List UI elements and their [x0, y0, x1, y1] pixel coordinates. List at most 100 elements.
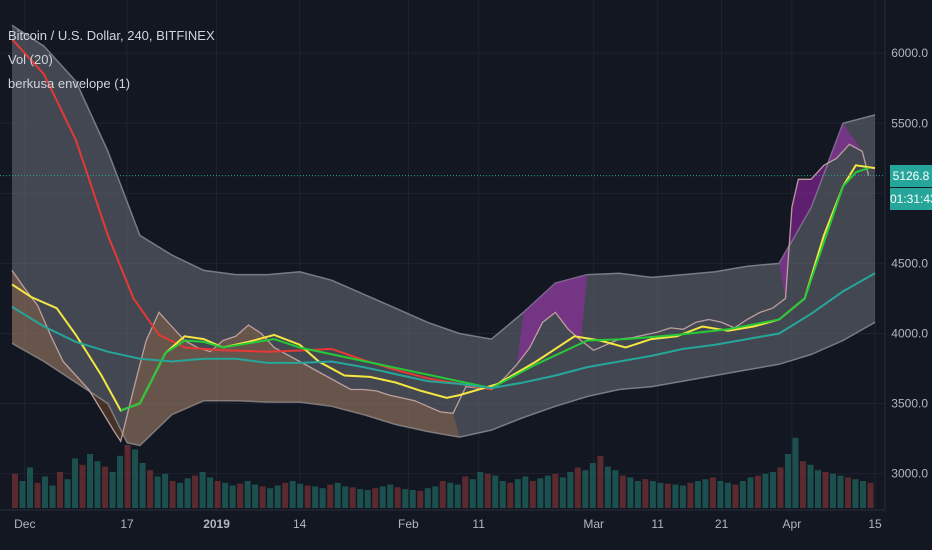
envelope-upper	[11, 24, 876, 340]
volume-bar	[739, 481, 746, 508]
volume-bar	[87, 454, 94, 508]
volume-bar	[274, 485, 281, 508]
volume-bar	[154, 476, 161, 508]
volume-bar	[769, 472, 776, 508]
volume-bar	[12, 473, 19, 508]
volume-bar	[612, 470, 619, 508]
volume-bar	[72, 458, 79, 508]
volume-bar	[207, 477, 214, 508]
volume-bar	[177, 482, 184, 508]
volume-bar	[634, 481, 641, 508]
indicator-line-ema_down	[11, 38, 492, 391]
countdown-label: 01:31:43	[890, 187, 932, 210]
volume-bar	[687, 482, 694, 508]
volume-bar	[672, 484, 679, 508]
legend-volume[interactable]: Vol (20)	[8, 52, 53, 67]
volume-bar	[597, 455, 604, 508]
volume-bar	[589, 463, 596, 508]
volume-bar	[522, 476, 529, 508]
volume-bar	[567, 472, 574, 508]
x-tick-label: 11	[651, 517, 664, 531]
volume-bar	[229, 485, 236, 508]
volume-bar	[852, 479, 859, 508]
volume-bar	[867, 482, 874, 508]
volume-bar	[64, 479, 71, 508]
volume-bar	[784, 454, 791, 508]
volume-bar	[184, 478, 191, 508]
x-tick-label: Dec	[14, 517, 35, 531]
volume-bar	[147, 470, 154, 508]
volume-bar	[79, 464, 86, 508]
volume-bar	[132, 449, 139, 508]
volume-bar	[799, 461, 806, 508]
volume-bar	[364, 490, 371, 508]
volume-bar	[349, 487, 356, 508]
volume-bar	[439, 481, 446, 508]
x-tick-label: Apr	[783, 517, 802, 531]
volume-bar	[529, 481, 536, 508]
volume-bar	[717, 481, 724, 508]
volume-bar	[394, 487, 401, 508]
volume-bar	[27, 467, 34, 508]
volume-bar	[252, 484, 259, 508]
x-tick-label: 15	[868, 517, 882, 531]
volume-bar	[199, 472, 206, 508]
volume-bar	[289, 481, 296, 508]
volume-bar	[94, 461, 101, 508]
volume-bar	[424, 488, 431, 508]
y-tick-label: 4500.0	[891, 256, 928, 270]
volume-bar	[402, 489, 409, 508]
volume-bar	[334, 482, 341, 508]
volume-bar	[49, 485, 56, 508]
volume-bar	[642, 479, 649, 508]
x-tick-label: Feb	[398, 517, 419, 531]
x-tick-label: 14	[293, 517, 307, 531]
x-tick-label: 21	[715, 517, 729, 531]
volume-bar	[357, 489, 364, 508]
volume-bar	[222, 482, 229, 508]
indicator-line-ema_up	[120, 167, 869, 412]
envelope-lower	[11, 321, 876, 447]
volume-bar	[162, 473, 169, 508]
last-price-label: 5126.8	[890, 164, 932, 187]
volume-bar	[837, 475, 844, 508]
volume-bar	[619, 475, 626, 508]
volume-bar	[169, 481, 176, 508]
volume-bar	[409, 490, 416, 508]
volume-bar	[507, 482, 514, 508]
legend-indicator[interactable]: berkusa envelope (1)	[8, 76, 131, 91]
volume-bar	[312, 486, 319, 508]
volume-bar	[514, 479, 521, 508]
volume-bar	[627, 477, 634, 508]
volume-bar	[762, 473, 769, 508]
volume-bar	[139, 463, 146, 508]
volume-bar	[544, 475, 551, 508]
volume-bar	[379, 486, 386, 508]
volume-bar	[484, 473, 491, 508]
volume-bar	[267, 488, 274, 508]
volume-bar	[469, 479, 476, 508]
volume-bar	[604, 466, 611, 508]
time-axis[interactable]	[0, 510, 932, 550]
volume-bar	[447, 482, 454, 508]
volume-bar	[694, 481, 701, 508]
volume-bar	[664, 483, 671, 508]
volume-bar	[859, 481, 866, 508]
x-tick-label: 2019	[203, 517, 230, 531]
volume-bar	[477, 472, 484, 508]
volume-bar	[417, 490, 424, 508]
volume-bar	[432, 486, 439, 508]
volume-bars	[12, 437, 874, 508]
volume-bar	[372, 488, 379, 508]
volume-bar	[492, 475, 499, 508]
volume-bar	[724, 482, 731, 508]
price-axis[interactable]	[885, 0, 932, 510]
volume-bar	[829, 473, 836, 508]
y-tick-label: 3500.0	[891, 397, 928, 411]
volume-bar	[387, 484, 394, 508]
volume-bar	[499, 481, 506, 508]
legend-symbol[interactable]: Bitcoin / U.S. Dollar, 240, BITFINEX	[8, 28, 215, 43]
volume-bar	[814, 470, 821, 508]
volume-bar	[462, 476, 469, 508]
